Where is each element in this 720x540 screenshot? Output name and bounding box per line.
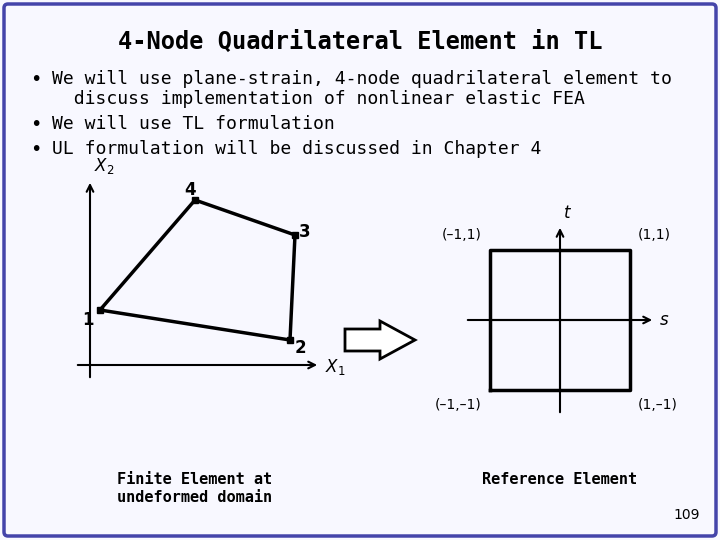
Text: undeformed domain: undeformed domain (117, 490, 273, 505)
Text: discuss implementation of nonlinear elastic FEA: discuss implementation of nonlinear elas… (52, 90, 585, 108)
Text: We will use TL formulation: We will use TL formulation (52, 115, 335, 133)
Text: •: • (30, 140, 41, 159)
Text: 4-Node Quadrilateral Element in TL: 4-Node Quadrilateral Element in TL (118, 30, 602, 54)
Text: (–1,–1): (–1,–1) (436, 398, 482, 412)
Text: 3: 3 (300, 223, 311, 241)
Polygon shape (345, 321, 415, 359)
Text: $X_1$: $X_1$ (325, 357, 346, 377)
Text: s: s (660, 311, 669, 329)
Text: •: • (30, 70, 41, 89)
Text: 109: 109 (673, 508, 700, 522)
Text: (1,–1): (1,–1) (638, 398, 678, 412)
FancyBboxPatch shape (4, 4, 716, 536)
Text: t: t (564, 204, 570, 222)
Text: $X_2$: $X_2$ (94, 156, 114, 176)
Text: (–1,1): (–1,1) (442, 228, 482, 242)
Text: We will use plane-strain, 4-node quadrilateral element to: We will use plane-strain, 4-node quadril… (52, 70, 672, 88)
Text: 4: 4 (184, 181, 196, 199)
Text: Reference Element: Reference Element (482, 472, 638, 488)
Text: 1: 1 (82, 311, 94, 329)
Text: •: • (30, 115, 41, 134)
Text: Finite Element at: Finite Element at (117, 472, 273, 488)
Text: (1,1): (1,1) (638, 228, 671, 242)
Text: UL formulation will be discussed in Chapter 4: UL formulation will be discussed in Chap… (52, 140, 541, 158)
Text: 2: 2 (294, 339, 306, 357)
